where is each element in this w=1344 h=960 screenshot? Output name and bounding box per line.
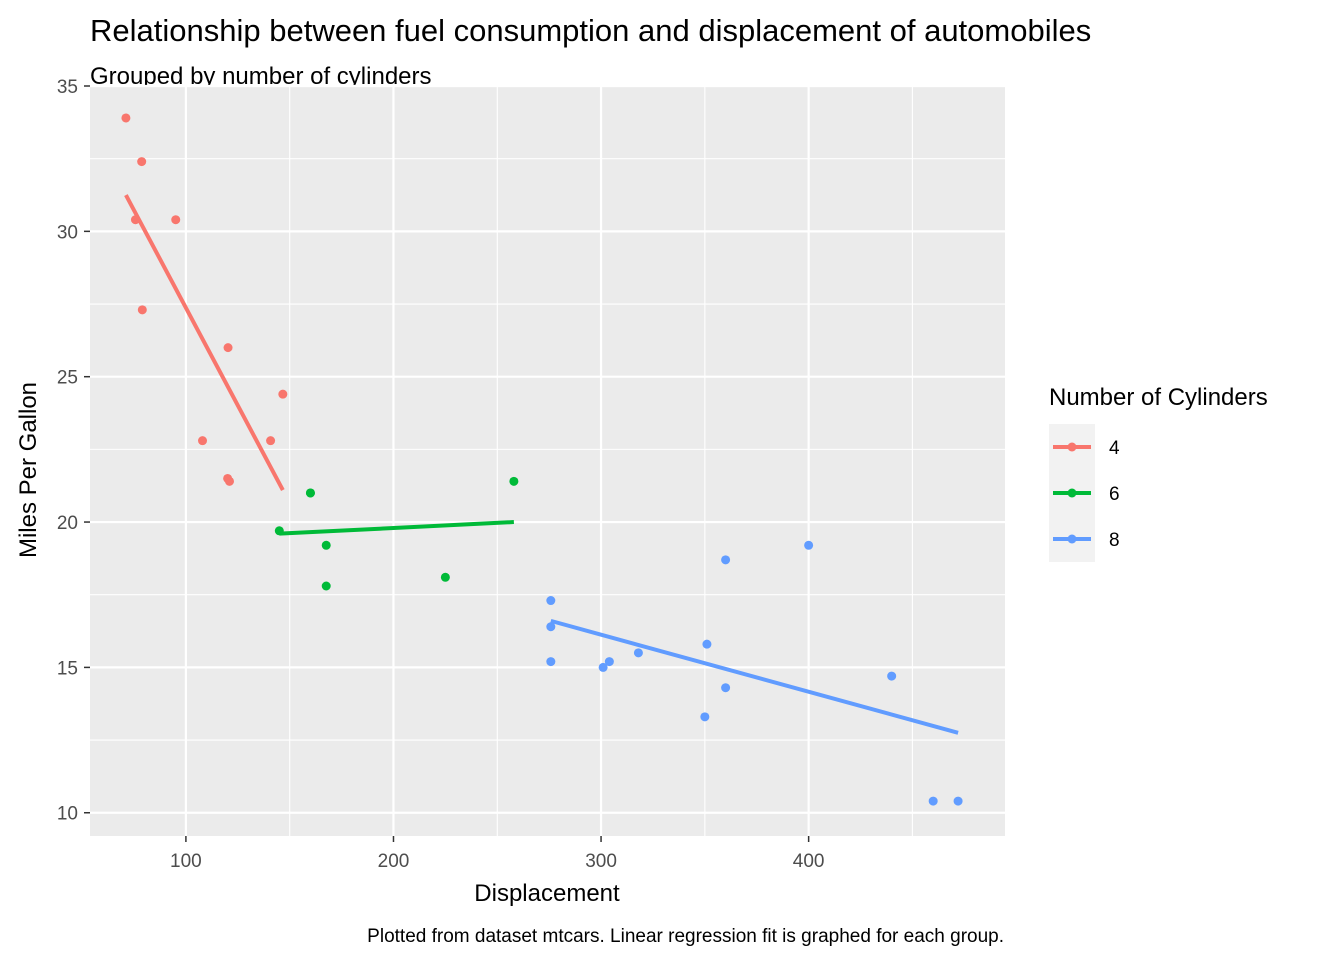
data-point-cyl-8 — [887, 671, 897, 681]
y-axis-label: Miles Per Gallon — [15, 382, 42, 558]
data-point-cyl-4 — [198, 436, 208, 446]
y-axis: 10 15 20 25 30 35 — [57, 77, 90, 825]
data-point-cyl-8 — [598, 662, 608, 672]
data-point-cyl-6 — [321, 540, 331, 550]
legend-label-cyl-8: 8 — [1109, 530, 1120, 551]
legend-title: Number of Cylinders — [1049, 384, 1268, 411]
data-point-cyl-8 — [804, 540, 814, 550]
regression-line-cyl-6 — [279, 520, 514, 536]
legend-items: 4 6 8 — [1049, 424, 1120, 562]
x-tick-label: 300 — [585, 851, 617, 872]
data-point-cyl-4 — [137, 305, 147, 315]
data-point-cyl-4 — [121, 113, 131, 123]
data-point-cyl-4 — [137, 157, 147, 167]
legend-label-cyl-6: 6 — [1109, 484, 1120, 505]
data-points — [121, 113, 963, 806]
legend-label-cyl-4: 4 — [1109, 438, 1120, 459]
regression-lines — [124, 194, 959, 735]
y-tick-label: 30 — [57, 222, 78, 243]
regression-line-cyl-4 — [124, 194, 285, 492]
data-point-cyl-8 — [953, 796, 963, 806]
y-tick-label: 15 — [57, 658, 78, 679]
data-point-cyl-4 — [130, 215, 140, 225]
data-point-cyl-6 — [509, 476, 519, 486]
y-tick-label: 35 — [57, 77, 78, 98]
data-point-cyl-8 — [604, 657, 614, 667]
data-point-cyl-4 — [224, 476, 234, 486]
chart-caption: Plotted from dataset mtcars. Linear regr… — [367, 926, 1004, 947]
data-point-cyl-8 — [546, 657, 556, 667]
plot-panel — [90, 86, 1005, 836]
data-point-cyl-6 — [440, 572, 450, 582]
y-tick-label: 25 — [57, 368, 78, 389]
data-point-cyl-8 — [721, 683, 731, 693]
data-point-cyl-8 — [721, 555, 731, 565]
data-point-cyl-4 — [171, 215, 181, 225]
x-tick-label: 400 — [793, 851, 825, 872]
regression-line-cyl-8 — [550, 618, 959, 735]
chart-title: Relationship between fuel consumption an… — [90, 13, 1091, 48]
x-axis: 100 200 300 400 — [170, 836, 824, 872]
data-point-cyl-4 — [278, 389, 288, 399]
data-point-cyl-6 — [305, 488, 315, 498]
legend-key-point — [1067, 442, 1077, 452]
data-point-cyl-8 — [928, 796, 938, 806]
data-point-cyl-8 — [546, 596, 556, 606]
x-tick-label: 100 — [170, 851, 202, 872]
legend-key-point — [1067, 488, 1077, 498]
data-point-cyl-4 — [266, 436, 276, 446]
x-tick-label: 200 — [378, 851, 410, 872]
y-tick-label: 10 — [57, 804, 78, 825]
data-point-cyl-8 — [700, 712, 710, 722]
legend: Number of Cylinders 4 6 8 — [1049, 384, 1268, 562]
legend-key-point — [1067, 534, 1077, 544]
data-point-cyl-8 — [633, 648, 643, 658]
data-point-cyl-4 — [223, 343, 233, 353]
data-point-cyl-8 — [702, 639, 712, 649]
y-tick-label: 20 — [57, 513, 78, 534]
grid-major — [90, 84, 1005, 836]
data-point-cyl-6 — [274, 526, 284, 536]
grid-minor — [90, 86, 1005, 836]
data-point-cyl-8 — [546, 622, 556, 632]
x-axis-label: Displacement — [474, 880, 620, 907]
data-point-cyl-6 — [321, 581, 331, 591]
